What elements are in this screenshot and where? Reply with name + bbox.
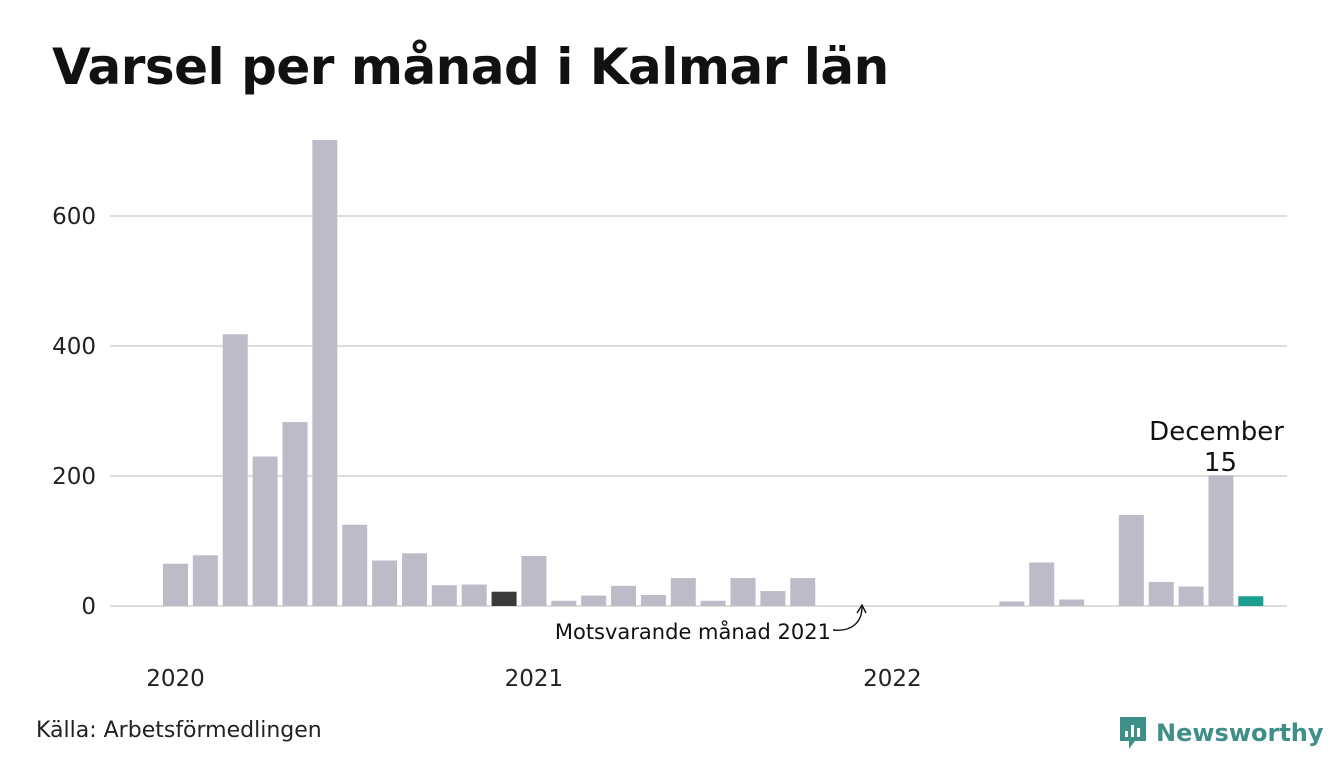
bar — [192, 555, 218, 606]
bar — [999, 601, 1025, 606]
bar — [222, 334, 248, 606]
x-tick-label: 2020 — [146, 666, 205, 692]
arrow-head-icon — [856, 603, 867, 614]
y-axis-labels: 0 200 400 600 — [52, 204, 96, 620]
newsworthy-logo-icon — [1120, 717, 1146, 749]
bar — [252, 456, 278, 606]
bar — [401, 553, 427, 606]
y-tick-label: 200 — [52, 464, 96, 490]
brand-name: Newsworthy — [1156, 719, 1324, 747]
source-note: Källa: Arbetsförmedlingen — [36, 718, 322, 743]
bar — [1029, 562, 1055, 606]
highlight-month-label: December — [1149, 417, 1284, 447]
bar — [670, 578, 696, 606]
bar — [760, 591, 786, 606]
highlight-value-label: 15 — [1204, 448, 1237, 478]
bar — [581, 595, 607, 606]
bar — [342, 524, 368, 606]
bar — [790, 578, 816, 606]
bar — [282, 422, 308, 606]
bar — [1238, 596, 1264, 606]
bar — [312, 139, 338, 606]
bar — [551, 600, 577, 606]
y-tick-label: 400 — [52, 334, 96, 360]
x-tick-label: 2021 — [505, 666, 564, 692]
bar — [1178, 586, 1204, 606]
bar — [700, 600, 726, 606]
chart-title: Varsel per månad i Kalmar län — [52, 38, 889, 96]
x-axis-labels: 2020 2021 2022 — [146, 666, 921, 692]
bar — [163, 563, 188, 606]
bar — [372, 560, 398, 606]
bars — [163, 139, 1264, 606]
bar — [611, 585, 637, 606]
bar — [461, 584, 487, 606]
bar — [521, 555, 547, 606]
x-tick-label: 2022 — [863, 666, 922, 692]
curved-arrow-icon — [832, 606, 863, 631]
y-tick-label: 0 — [81, 594, 96, 620]
y-tick-label: 600 — [52, 204, 96, 230]
bar — [491, 591, 517, 606]
bar-chart: 0 200 400 600 2020 2021 2022 Motsvarande måna… — [52, 139, 1287, 692]
annotations: Motsvarande månad 2021 December 15 — [555, 417, 1284, 644]
bar — [1148, 581, 1174, 606]
bar — [1118, 515, 1144, 606]
bar — [640, 594, 666, 606]
bar — [730, 578, 756, 606]
bar — [431, 585, 457, 606]
brand: Newsworthy — [1118, 714, 1324, 752]
comparison-annotation: Motsvarande månad 2021 — [555, 619, 831, 644]
bar — [1208, 475, 1234, 606]
bar — [1059, 599, 1085, 606]
